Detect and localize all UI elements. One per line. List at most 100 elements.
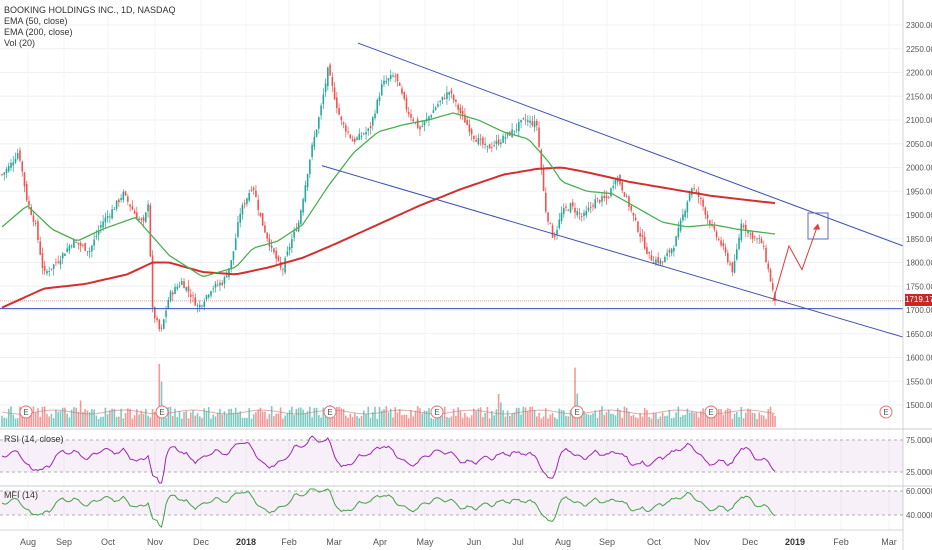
candle — [753, 236, 756, 238]
volume-bar — [619, 409, 621, 427]
date-axis[interactable]: Aug Sep Oct Nov Dec 2018 Feb Mar Apr May Jun Jul Aug… — [0, 529, 903, 547]
earnings-marker-icon — [430, 405, 444, 419]
price-axis[interactable]: 2300.00 2250.00 2200.00 2150.00 2100.00 2050.… — [902, 0, 932, 550]
candle — [46, 271, 48, 274]
volume-bar — [93, 409, 95, 427]
candle — [668, 250, 671, 253]
candle — [174, 286, 176, 294]
volume-bar — [362, 410, 365, 427]
volume-bar — [446, 416, 448, 427]
volume-bar — [396, 412, 399, 427]
candle — [138, 218, 140, 221]
volume-bar — [122, 418, 125, 427]
candle — [86, 251, 89, 253]
volume-bar — [423, 410, 426, 427]
candle — [578, 212, 581, 214]
volume-bar — [223, 411, 226, 427]
volume-bar — [502, 410, 504, 427]
volume-bar — [574, 367, 576, 427]
volume-bar — [86, 410, 89, 427]
volume-bar — [491, 410, 493, 427]
volume-bar — [180, 418, 183, 427]
candle — [592, 205, 594, 207]
volume-bar — [133, 415, 136, 427]
volume-bar — [338, 406, 340, 427]
mfi-tick-label: 40.0000 — [906, 511, 932, 520]
volume-bar — [246, 418, 248, 427]
candle — [246, 198, 248, 204]
volume-bar — [5, 418, 8, 427]
candle — [167, 299, 170, 309]
candle — [241, 205, 244, 215]
volume-bar — [547, 418, 549, 427]
volume-bar — [639, 413, 641, 427]
candle — [338, 107, 340, 115]
volume-bar — [255, 412, 257, 427]
candle — [700, 197, 702, 199]
price-tick-label: 2050.00 — [906, 140, 932, 149]
volume-bar — [210, 418, 212, 427]
mfi-legend[interactable]: MFI (14) — [4, 490, 39, 500]
volume-bar — [670, 418, 673, 427]
date-tick-label: 2018 — [236, 537, 256, 547]
legend-title[interactable]: BOOKING HOLDINGS INC., 1D, NASDAQ — [4, 5, 176, 15]
candle — [529, 120, 531, 123]
candle — [145, 212, 147, 222]
candle — [261, 213, 264, 226]
candle — [219, 282, 221, 286]
date-tick-label: Oct — [101, 537, 116, 547]
candle — [322, 94, 325, 105]
volume-bar — [488, 418, 491, 427]
volume-bar — [342, 408, 345, 427]
volume-bar — [432, 418, 435, 427]
legend-ema50[interactable]: EMA (50, close) — [4, 16, 68, 26]
candle — [461, 110, 464, 115]
volume-bar — [527, 411, 529, 427]
candle — [567, 210, 570, 211]
candle — [104, 217, 107, 223]
volume-bar — [311, 417, 313, 427]
volume-layer — [1, 363, 776, 427]
legend-vol[interactable]: Vol (20) — [4, 38, 36, 48]
volume-bar — [273, 416, 275, 427]
candle — [100, 225, 102, 228]
candle — [286, 251, 289, 256]
candle — [450, 90, 453, 94]
candle — [376, 99, 379, 114]
candle — [25, 184, 28, 201]
volume-bar — [162, 412, 165, 427]
candle — [21, 161, 24, 172]
volume-bar — [637, 418, 639, 427]
candle — [407, 112, 410, 115]
volume-bar — [129, 408, 131, 427]
date-tick-label: Aug — [555, 537, 571, 547]
volume-bar — [691, 411, 693, 427]
volume-bar — [551, 412, 554, 427]
volume-bar — [562, 410, 565, 427]
volume-bar — [531, 406, 534, 427]
volume-bar — [742, 418, 745, 427]
volume-bar — [664, 416, 666, 427]
candle — [574, 207, 576, 213]
volume-bar — [192, 410, 194, 427]
volume-bar — [234, 407, 237, 427]
candle — [520, 119, 522, 123]
candle — [180, 281, 183, 285]
volume-bar — [668, 409, 671, 427]
volume-bar — [659, 416, 662, 427]
legend-ema200[interactable]: EMA (200, close) — [4, 27, 73, 37]
candle — [41, 253, 44, 268]
candle — [650, 255, 653, 261]
candle — [336, 97, 338, 109]
candle — [571, 202, 574, 207]
candle — [659, 260, 662, 265]
volume-bar — [151, 408, 154, 427]
candle — [596, 197, 599, 199]
volume-bar — [392, 417, 394, 427]
volume-bar — [765, 418, 767, 427]
rsi-legend[interactable]: RSI (14, close) — [4, 434, 64, 444]
volume-bar — [511, 413, 513, 427]
volume-bar — [715, 408, 718, 427]
candle — [309, 159, 311, 175]
